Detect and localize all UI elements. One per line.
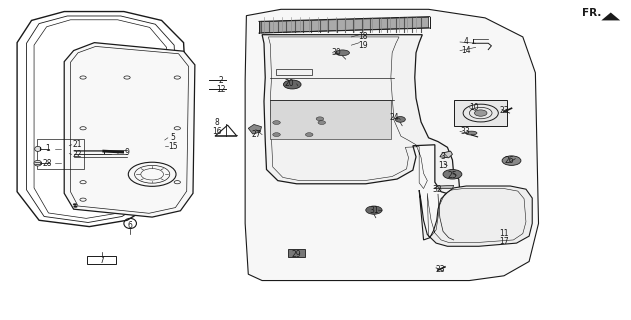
Circle shape (475, 110, 487, 116)
Circle shape (502, 156, 521, 165)
Polygon shape (440, 151, 452, 158)
Text: 15: 15 (168, 142, 178, 151)
Circle shape (318, 121, 326, 124)
Polygon shape (419, 186, 532, 246)
Text: 14: 14 (461, 46, 471, 55)
Text: 22: 22 (72, 150, 81, 159)
Text: 9: 9 (124, 148, 129, 157)
Text: 27: 27 (251, 130, 261, 139)
Text: 8: 8 (215, 118, 219, 127)
Polygon shape (270, 100, 391, 140)
Circle shape (443, 170, 462, 179)
Circle shape (366, 206, 382, 214)
Text: 24: 24 (389, 113, 399, 122)
FancyBboxPatch shape (288, 249, 305, 257)
Ellipse shape (466, 131, 477, 135)
Text: 5: 5 (170, 133, 175, 142)
Text: 19: 19 (358, 41, 367, 50)
Circle shape (273, 133, 280, 137)
Text: 4: 4 (464, 37, 469, 46)
Circle shape (273, 121, 280, 124)
Text: 25: 25 (447, 171, 457, 180)
Polygon shape (245, 9, 538, 281)
Text: 20: 20 (285, 79, 294, 88)
Ellipse shape (336, 50, 350, 56)
Ellipse shape (35, 146, 41, 151)
Text: 13: 13 (438, 161, 448, 170)
Circle shape (74, 206, 78, 208)
Polygon shape (248, 124, 261, 134)
Text: 10: 10 (469, 103, 479, 112)
Text: 23: 23 (499, 106, 509, 115)
Polygon shape (433, 185, 454, 188)
Text: 33: 33 (460, 127, 470, 136)
Ellipse shape (34, 160, 42, 166)
Text: 30: 30 (331, 48, 341, 57)
Ellipse shape (395, 116, 405, 122)
Polygon shape (64, 43, 195, 217)
Circle shape (73, 204, 77, 205)
Text: 18: 18 (358, 32, 367, 41)
Text: 32: 32 (432, 185, 442, 194)
Text: 29: 29 (292, 250, 302, 259)
Text: 26: 26 (504, 156, 514, 165)
Text: 6: 6 (127, 220, 133, 229)
Text: 2: 2 (219, 76, 223, 85)
Text: 7: 7 (100, 256, 104, 265)
Text: 11: 11 (499, 229, 509, 238)
Text: 31: 31 (369, 206, 379, 215)
Circle shape (316, 117, 324, 121)
Text: 16: 16 (212, 127, 221, 136)
FancyBboxPatch shape (454, 100, 507, 126)
Text: 1: 1 (45, 144, 50, 153)
Polygon shape (601, 12, 620, 20)
Text: 23: 23 (435, 265, 445, 274)
Circle shape (305, 133, 313, 137)
Polygon shape (261, 17, 428, 33)
Text: 21: 21 (72, 140, 81, 149)
Polygon shape (262, 35, 460, 196)
Text: 12: 12 (216, 85, 226, 94)
Text: FR.: FR. (582, 8, 601, 19)
Text: 28: 28 (42, 159, 52, 168)
Text: 17: 17 (499, 237, 509, 246)
Text: 3: 3 (440, 152, 445, 161)
Circle shape (283, 80, 301, 89)
